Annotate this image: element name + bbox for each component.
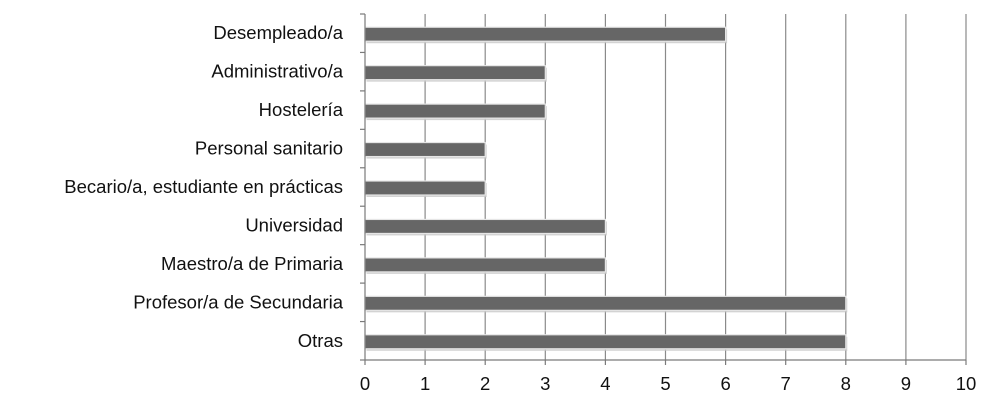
x-tick-label: 9: [901, 373, 911, 394]
bar: [364, 141, 486, 158]
bar-group: [364, 257, 607, 274]
bar: [364, 295, 847, 311]
bar: [364, 26, 727, 42]
x-tick-label: 0: [360, 373, 370, 394]
bar: [364, 334, 847, 350]
axes: [360, 13, 967, 365]
bar: [364, 180, 486, 196]
bar: [364, 103, 546, 119]
category-label: Hostelería: [259, 99, 344, 120]
category-label: Personal sanitario: [195, 138, 343, 159]
bar-group: [364, 334, 848, 351]
category-label: Becario/a, estudiante en prácticas: [64, 176, 343, 197]
labels: Desempleado/a Administrativo/a Hostelería P…: [64, 22, 976, 394]
category-label: Profesor/a de Secundaria: [133, 291, 344, 312]
bar-group: [364, 180, 487, 197]
category-label: Administrativo/a: [211, 61, 343, 82]
bar-group: [364, 141, 487, 159]
x-tick-label: 10: [956, 373, 977, 394]
x-tick-label: 5: [660, 373, 670, 394]
bar-group: [364, 218, 607, 236]
category-label: Desempleado/a: [213, 22, 343, 43]
bar: [364, 218, 606, 235]
x-tick-label: 8: [841, 373, 851, 394]
x-tick-label: 7: [781, 373, 791, 394]
category-label: Otras: [298, 330, 343, 351]
bar: [364, 65, 546, 81]
category-label: Maestro/a de Primaria: [161, 253, 344, 274]
category-label: Universidad: [245, 214, 343, 235]
bar: [364, 257, 606, 273]
x-tick-label: 3: [540, 373, 550, 394]
x-tick-label: 1: [420, 373, 430, 394]
bar-group: [364, 65, 547, 82]
x-tick-label: 4: [600, 373, 610, 394]
bar-group: [364, 26, 728, 44]
x-tick-label: 2: [480, 373, 490, 394]
x-tick-label: 6: [720, 373, 730, 394]
bar-group: [364, 103, 547, 121]
bars: [364, 26, 848, 351]
bar-group: [364, 295, 848, 313]
